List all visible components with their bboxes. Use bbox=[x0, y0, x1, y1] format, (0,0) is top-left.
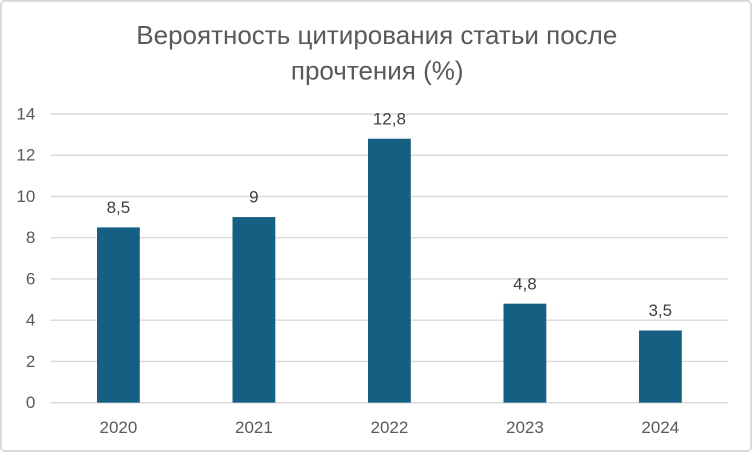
svg-text:2021: 2021 bbox=[235, 418, 273, 437]
svg-text:12: 12 bbox=[16, 146, 35, 165]
svg-text:4: 4 bbox=[26, 311, 35, 330]
svg-text:3,5: 3,5 bbox=[648, 301, 672, 320]
svg-text:2022: 2022 bbox=[370, 418, 408, 437]
svg-text:14: 14 bbox=[16, 105, 35, 124]
svg-text:9: 9 bbox=[249, 188, 258, 207]
svg-text:прочтения (%): прочтения (%) bbox=[291, 56, 464, 86]
svg-text:2024: 2024 bbox=[641, 418, 679, 437]
svg-text:8: 8 bbox=[26, 228, 35, 247]
svg-text:4,8: 4,8 bbox=[513, 274, 537, 293]
svg-text:10: 10 bbox=[16, 187, 35, 206]
svg-text:2023: 2023 bbox=[506, 418, 544, 437]
svg-text:0: 0 bbox=[26, 393, 35, 412]
svg-text:8,5: 8,5 bbox=[107, 198, 131, 217]
svg-text:2: 2 bbox=[26, 352, 35, 371]
svg-text:Вероятность цитирования статьи: Вероятность цитирования статьи после bbox=[136, 20, 617, 50]
svg-text:2020: 2020 bbox=[99, 418, 137, 437]
svg-text:12,8: 12,8 bbox=[373, 109, 406, 128]
svg-text:6: 6 bbox=[26, 269, 35, 288]
